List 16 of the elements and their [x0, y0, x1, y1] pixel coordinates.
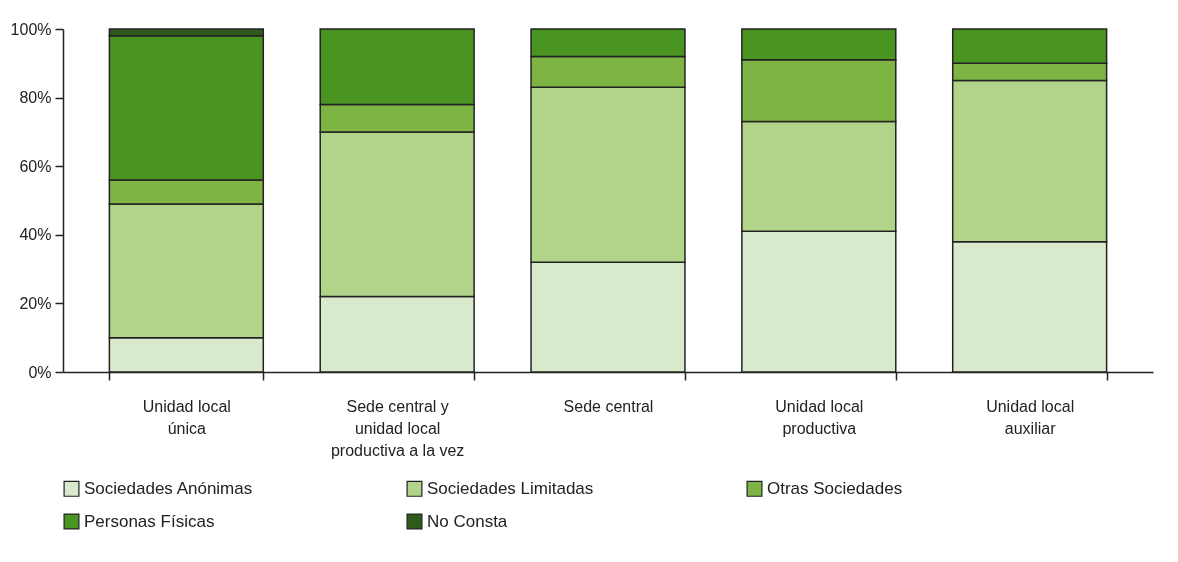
y-tick-label: 60% [19, 157, 52, 175]
y-tick-label: 20% [19, 294, 52, 312]
x-tick-label: Sede central [563, 397, 654, 415]
legend-label: Sociedades Anónimas [84, 478, 253, 498]
y-tick-label: 80% [19, 89, 52, 107]
legend-label: Personas Físicas [84, 511, 215, 531]
legend-label: No Consta [427, 511, 508, 531]
legend-label: Otras Sociedades [767, 478, 903, 498]
legend-label: Sociedades Limitadas [427, 478, 594, 498]
x-tick-label: Unidad local productiva [775, 397, 864, 437]
x-tick-label: Unidad local única [142, 397, 231, 437]
y-tick-label: 100% [10, 20, 52, 38]
x-tick-label: Sede central y unidad local productiva a la vez [330, 397, 465, 459]
y-tick-label: 40% [19, 226, 52, 244]
y-tick-label: 0% [28, 363, 52, 381]
x-tick-label: Unidad local auxiliar [986, 397, 1075, 437]
